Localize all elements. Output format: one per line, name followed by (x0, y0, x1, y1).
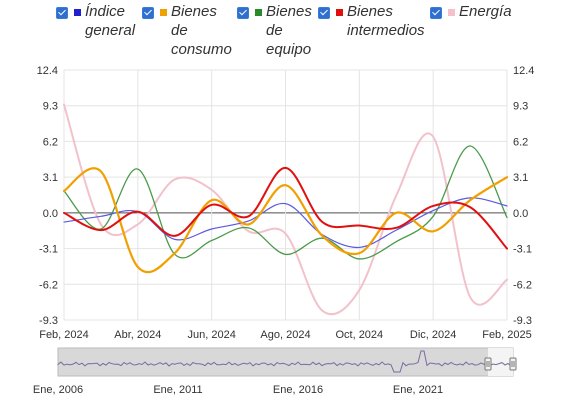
legend-swatch (336, 9, 343, 16)
series-line-energía (63, 103, 508, 316)
legend-swatch (74, 9, 81, 16)
legend-item-bienes-de-equipo[interactable]: Bienes de equipo (237, 2, 312, 59)
legend-swatch (160, 9, 167, 16)
y-tick-label-left: 12.4 (37, 65, 58, 77)
legend-item-bienes-de-consumo[interactable]: Bienes de consumo (142, 2, 232, 59)
y-tick-label-right: 9.3 (513, 101, 528, 113)
navigator-handle-left[interactable] (484, 357, 492, 371)
x-tick-label: Abr, 2024 (114, 329, 161, 341)
y-tick-label-left: -6.2 (39, 279, 58, 291)
navigator-label: Ene, 2016 (273, 384, 323, 396)
grid-lines (63, 69, 508, 321)
navigator-handle-right[interactable] (509, 357, 517, 371)
y-tick-label-right: 3.1 (513, 172, 528, 184)
x-tick-label: Feb, 2024 (39, 329, 89, 341)
x-tick-label: Ago, 2024 (260, 329, 310, 341)
range-navigator[interactable]: Ene, 2006 Ene, 2011 Ene, 2016 Ene, 2021 (33, 347, 517, 396)
legend-label: Bienes de consumo (171, 3, 232, 58)
y-tick-label-left: 0.0 (43, 208, 58, 220)
y-tick-label-right: -6.2 (513, 279, 532, 291)
navigator-background (57, 347, 514, 377)
legend-swatch (255, 9, 262, 16)
y-tick-label-right: -3.1 (513, 244, 532, 256)
legend-item-bienes-intermedios[interactable]: Bienes intermedios (318, 2, 425, 40)
series-group (62, 103, 509, 316)
chart-legend: Índice general Bienes de consumo Bienes de eq… (0, 0, 566, 64)
legend-label: Bienes intermedios (347, 3, 425, 39)
navigator-selected-range (488, 348, 513, 376)
series-line-bienes-de-consumo (62, 167, 509, 274)
navigator-series (57, 350, 512, 373)
navigator-label: Ene, 2021 (393, 384, 443, 396)
x-tick-label: Jun, 2024 (188, 329, 236, 341)
checkbox-icon[interactable] (142, 7, 154, 19)
y-tick-label-right: -9.3 (513, 315, 532, 327)
legend-label: Bienes de equipo (266, 3, 312, 58)
y-tick-label-left: 9.3 (43, 101, 58, 113)
legend-label: Energía (459, 3, 512, 20)
y-axis-right: 12.4 9.3 6.2 3.1 0.0 -3.1 -6.2 -9.3 (513, 65, 534, 327)
legend-label: Índice general (85, 3, 136, 39)
checkbox-icon[interactable] (237, 7, 249, 19)
navigator-label: Ene, 2011 (153, 384, 202, 396)
y-tick-label-left: -9.3 (39, 315, 58, 327)
series-line-bienes-intermedios (63, 166, 508, 250)
legend-swatch (448, 9, 455, 16)
series-line-bienes-de-equipo (63, 145, 508, 260)
y-tick-label-right: 0.0 (513, 208, 528, 220)
legend-item-energia[interactable]: Energía (430, 2, 512, 21)
x-tick-label: Oct, 2024 (335, 329, 383, 341)
y-tick-label-left: -3.1 (39, 244, 58, 256)
navigator-label: Ene, 2006 (33, 384, 83, 396)
x-tick-label: Dic, 2024 (410, 329, 456, 341)
legend-item-indice-general[interactable]: Índice general (56, 2, 135, 40)
y-tick-label-left: 6.2 (43, 136, 58, 148)
checkbox-icon[interactable] (56, 7, 68, 19)
y-tick-label-right: 12.4 (513, 65, 534, 77)
checkbox-icon[interactable] (318, 7, 330, 19)
x-tick-label: Feb, 2025 (482, 329, 532, 341)
y-axis-left: 12.4 9.3 6.2 3.1 0.0 -3.1 -6.2 -9.3 (37, 65, 58, 327)
y-tick-label-right: 6.2 (513, 136, 528, 148)
checkbox-icon[interactable] (430, 7, 442, 19)
x-axis: Feb, 2024 Abr, 2024 Jun, 2024 Ago, 2024 Oct,… (39, 329, 532, 341)
y-tick-label-left: 3.1 (43, 172, 58, 184)
